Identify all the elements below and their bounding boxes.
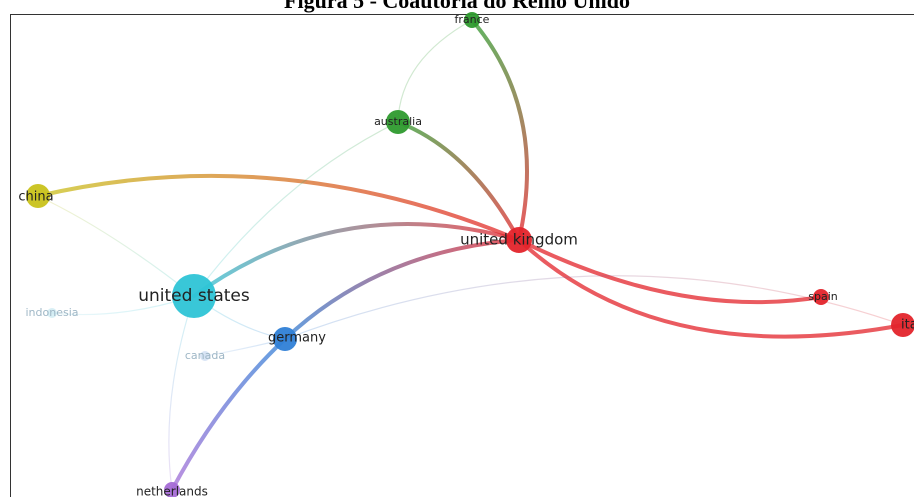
node-australia[interactable] [386, 110, 410, 134]
link-australia-france [397, 19, 473, 123]
figure-title: Figura 5 - Coautoria do Reino Unido [284, 0, 630, 13]
node-canada[interactable] [200, 351, 210, 361]
nodes-layer [26, 12, 914, 497]
label-indonesia: indonesia [25, 306, 78, 319]
link-united-states-netherlands [168, 295, 195, 491]
label-netherlands: netherlands [136, 485, 208, 497]
link-united-kingdom-germany [283, 238, 521, 341]
label-spain: spain [808, 290, 838, 303]
label-china: china [18, 190, 53, 205]
link-united-kingdom-australia [396, 120, 521, 242]
node-china[interactable] [26, 184, 50, 208]
node-germany[interactable] [273, 327, 297, 351]
label-united-kingdom: united kingdom [460, 231, 578, 249]
label-canada: canada [185, 349, 225, 362]
link-united-kingdom-france [470, 18, 529, 242]
labels-layer: united kingdom united states germany china a… [18, 13, 914, 497]
node-united-kingdom[interactable] [506, 227, 532, 253]
link-germany-italy [284, 275, 904, 340]
links-layer [36, 18, 905, 492]
link-united-kingdom-spain [517, 238, 823, 305]
link-united-states-australia [193, 121, 399, 297]
label-france: france [455, 13, 490, 26]
figure-frame [10, 14, 914, 497]
node-indonesia[interactable] [47, 308, 57, 318]
link-united-states-china [37, 195, 195, 297]
link-united-kingdom-united-states [192, 221, 521, 298]
link-united-kingdom-china [36, 173, 521, 242]
node-netherlands[interactable] [164, 482, 180, 497]
node-spain[interactable] [813, 289, 829, 305]
label-italy: italy [901, 318, 914, 333]
node-france[interactable] [464, 12, 480, 28]
link-germany-netherlands [170, 337, 287, 492]
label-germany: germany [268, 331, 326, 346]
link-united-kingdom-italy [517, 238, 905, 339]
node-united-states[interactable] [172, 274, 216, 318]
label-united-states: united states [138, 286, 250, 306]
node-italy[interactable] [891, 313, 914, 337]
label-australia: australia [374, 115, 422, 128]
